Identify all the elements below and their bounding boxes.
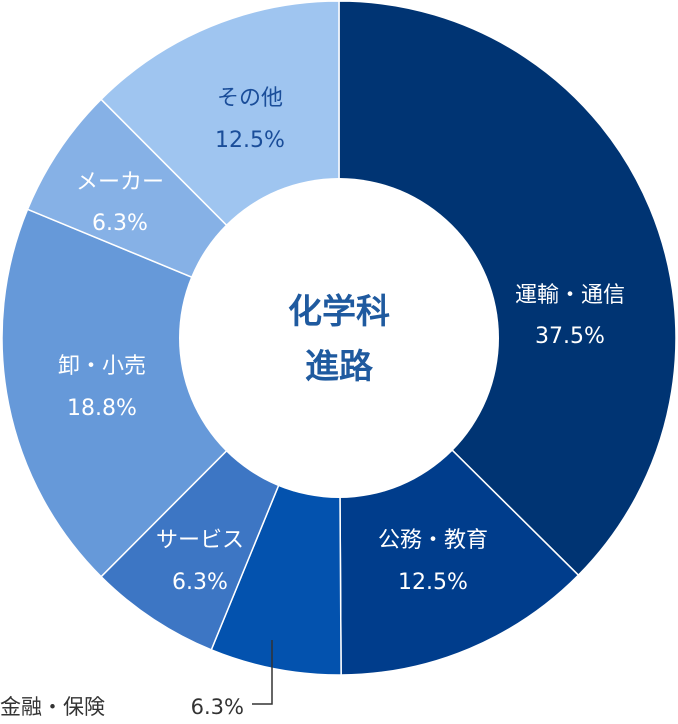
slice-value-label: 12.5% <box>398 570 468 595</box>
slice-value-label: 6.3% <box>92 211 148 236</box>
pie-slice <box>338 0 677 577</box>
pie-slice <box>1 208 341 578</box>
leader-line <box>252 640 273 705</box>
slice-label: 卸・小売 <box>58 354 146 379</box>
slice-value-label: 6.3% <box>172 570 228 595</box>
slice-label: メーカー <box>76 170 164 195</box>
slice-value-label: 12.5% <box>215 128 285 153</box>
slice-value-label: 6.3% <box>191 695 244 719</box>
slice-label: 公務・教育 <box>378 528 488 553</box>
slice-label: 運輸・通信 <box>515 283 625 308</box>
slice-label: サービス <box>156 528 244 553</box>
slice-value-label: 18.8% <box>67 396 137 421</box>
slice-label: 金融・保険 <box>0 695 105 719</box>
center-title-line-2: 進路 <box>305 347 374 387</box>
slice-label: その他 <box>217 86 283 111</box>
donut-hole <box>179 178 499 498</box>
slice-value-label: 37.5% <box>535 324 605 349</box>
center-title-line-1: 化学科 <box>288 292 390 332</box>
labels-group: 運輸・通信 37.5% 公務・教育 12.5% 金融・保険 6.3% サービス 6.3% 卸・小… <box>0 86 625 719</box>
